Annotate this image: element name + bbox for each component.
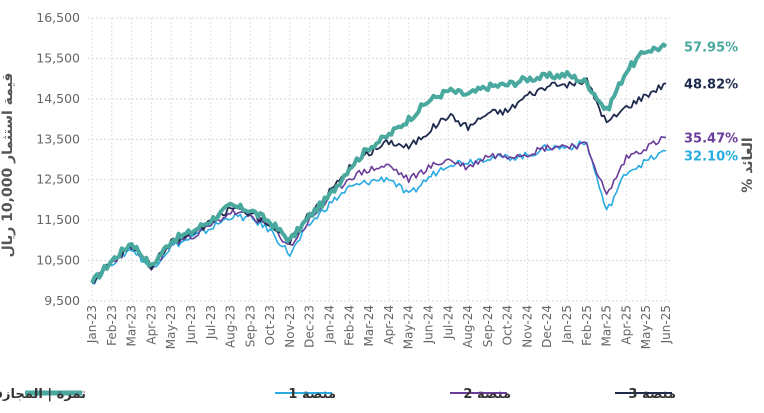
y-axis-left-title: قيمة استثمار 10,000 ريال <box>0 73 16 258</box>
x-tick-label: Feb-24 <box>342 305 356 346</box>
x-tick-label: Aug-23 <box>224 305 238 348</box>
y-axis-ticks: 9,500 10,500 11,500 12,500 13,500 14,500 15,50… <box>36 10 80 308</box>
end-label-series-3: 35.47% <box>684 131 738 146</box>
x-tick-label: Sep-23 <box>243 305 257 347</box>
x-tick-label: Jan-25 <box>560 305 574 344</box>
x-tick-label: Apr-24 <box>382 305 396 345</box>
series-lines <box>90 42 668 285</box>
y-tick-label: 15,500 <box>36 50 80 65</box>
series-line-3 <box>91 136 667 284</box>
end-label-series-2: 32.10% <box>684 149 738 164</box>
x-tick-label: Apr-25 <box>619 305 633 345</box>
legend: تمرة | المجازفة منصة 1 منصة 2 منصة 3 <box>0 387 676 402</box>
y-tick-label: 16,500 <box>36 10 80 25</box>
x-tick-label: Aug-24 <box>461 305 475 348</box>
x-tick-label: May-25 <box>639 305 653 349</box>
y-tick-label: 14,500 <box>36 91 80 106</box>
x-tick-label: Jun-25 <box>659 305 673 344</box>
y-tick-label: 10,500 <box>36 253 80 268</box>
x-tick-label: Jul-24 <box>441 305 455 340</box>
x-axis-ticks: Jan-23 Feb-23 Mar-23 Apr-23 May-23 Jun-23 Jul-… <box>85 305 673 349</box>
x-tick-label: May-24 <box>402 305 416 349</box>
y-tick-label: 9,500 <box>44 293 80 308</box>
x-tick-label: Mar-24 <box>362 305 376 346</box>
y-tick-label: 13,500 <box>36 131 80 146</box>
x-tick-label: Mar-25 <box>600 305 614 346</box>
x-tick-label: Jan-23 <box>85 305 99 344</box>
end-label-series-4: 48.82% <box>684 77 738 92</box>
legend-label-4: منصة 3 <box>628 387 676 402</box>
x-tick-label: Sep-24 <box>481 305 495 347</box>
grid-lines <box>88 17 670 302</box>
x-tick-label: Jun-24 <box>421 305 435 344</box>
x-tick-label: Dec-23 <box>303 305 317 348</box>
y-tick-label: 11,500 <box>36 212 80 227</box>
x-tick-label: Nov-24 <box>520 305 534 348</box>
series-line-2 <box>91 140 667 285</box>
legend-label-2: منصة 1 <box>288 387 336 402</box>
x-tick-label: Jun-23 <box>184 305 198 344</box>
y-tick-label: 12,500 <box>36 172 80 187</box>
series-line-1 <box>90 42 668 284</box>
legend-label-1: تمرة | المجازفة <box>0 387 86 402</box>
legend-label-3: منصة 2 <box>463 387 511 402</box>
series-line-4 <box>91 77 667 284</box>
x-tick-label: Oct-24 <box>501 305 515 345</box>
y-axis-right-title: العائد % <box>740 137 756 192</box>
x-tick-label: Feb-25 <box>580 305 594 346</box>
x-tick-label: Jul-23 <box>204 305 218 340</box>
end-label-series-1: 57.95% <box>684 41 738 56</box>
x-tick-label: Jan-24 <box>323 305 337 344</box>
series-end-labels: 57.95% 48.82% 35.47% 32.10% <box>684 41 738 165</box>
x-tick-label: Apr-23 <box>144 305 158 345</box>
x-tick-label: Mar-23 <box>125 305 139 346</box>
x-tick-label: Dec-24 <box>540 305 554 348</box>
x-tick-label: Oct-23 <box>263 305 277 345</box>
x-tick-label: May-23 <box>164 305 178 349</box>
x-tick-label: Feb-23 <box>105 305 119 346</box>
x-tick-label: Nov-23 <box>283 305 297 348</box>
